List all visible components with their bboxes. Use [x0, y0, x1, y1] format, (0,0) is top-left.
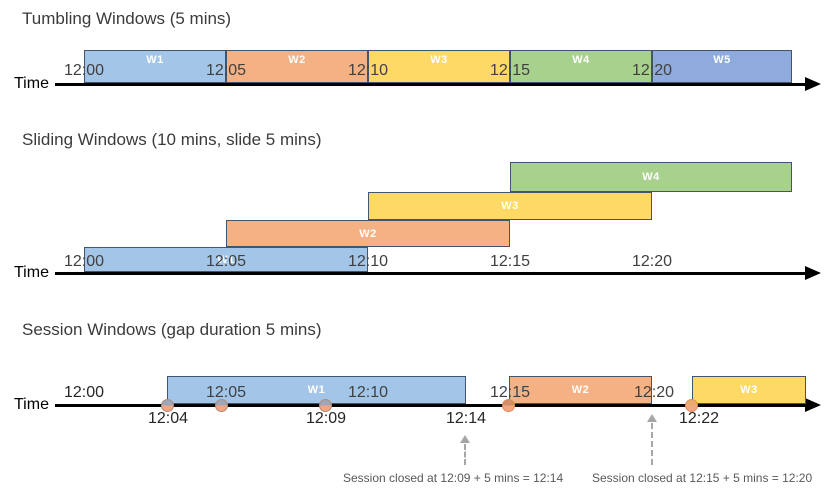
tumbling-timeline — [55, 83, 807, 86]
window-label: W1 — [307, 384, 326, 396]
tumbling-window-w1: W1 — [84, 50, 226, 83]
window-label: W3 — [501, 200, 519, 212]
session-axis-label: Time — [14, 396, 49, 413]
event-time-label: 12:22 — [678, 410, 720, 427]
session-timeline — [55, 404, 807, 407]
tick-label: 12:15 — [489, 62, 531, 79]
event-dot — [215, 399, 228, 412]
sliding-axis-label: Time — [14, 264, 49, 281]
tick-label: 12:00 — [63, 384, 105, 401]
annotation-arrow-line — [464, 444, 466, 465]
window-label: W5 — [713, 54, 731, 66]
tick-label: 12:05 — [205, 253, 247, 270]
sliding-section-title: Sliding Windows (10 mins, slide 5 mins) — [22, 130, 322, 149]
tumbling-window-w2: W2 — [226, 50, 368, 83]
window-label: W3 — [430, 54, 448, 66]
tick-label: 12:20 — [631, 62, 673, 79]
sliding-window-w1: W1 — [84, 247, 368, 272]
tumbling-axis-label: Time — [14, 75, 49, 92]
window-label: W3 — [740, 384, 758, 396]
tick-label: 12:15 — [489, 253, 531, 270]
window-label: W1 — [217, 253, 235, 266]
annotation-arrow-line — [651, 423, 653, 465]
event-dot — [319, 399, 332, 412]
sliding-timeline-arrow-icon — [805, 266, 821, 280]
tick-label: 12:15 — [489, 384, 531, 401]
tumbling-window-w5: W5 — [652, 50, 792, 83]
tick-label: 12:00 — [63, 253, 105, 270]
window-label: W4 — [642, 171, 660, 183]
tick-label: 12:00 — [63, 62, 105, 79]
sliding-timeline — [55, 272, 807, 275]
window-label: W2 — [359, 227, 377, 240]
tick-label: 12:20 — [633, 384, 675, 401]
session-window-w2: W2 — [509, 376, 652, 404]
tumbling-window-w3: W3 — [368, 50, 510, 83]
session-section-title: Session Windows (gap duration 5 mins) — [22, 320, 322, 339]
annotation-arrow-icon — [460, 435, 470, 443]
sliding-window-w3: W3 — [368, 192, 652, 220]
tick-label: 12:20 — [631, 253, 673, 270]
session-closed-annotation: Session closed at 12:15 + 5 mins = 12:20 — [592, 471, 813, 485]
tick-label: 12:10 — [347, 253, 389, 270]
window-label: W2 — [288, 54, 306, 66]
annotation-arrow-icon — [647, 414, 657, 422]
sliding-window-w2: W2 — [226, 220, 510, 247]
tick-label: 12:05 — [205, 62, 247, 79]
event-time-label: 12:04 — [147, 410, 189, 427]
tick-label: 12:10 — [347, 384, 389, 401]
session-timeline-arrow-icon — [805, 398, 821, 412]
session-closed-annotation: Session closed at 12:09 + 5 mins = 12:14 — [343, 471, 564, 485]
tick-label: 12:10 — [347, 62, 389, 79]
tick-label: 12:05 — [205, 384, 247, 401]
event-time-label: 12:14 — [445, 410, 487, 427]
session-window-w3: W3 — [692, 376, 806, 404]
event-time-label: 12:09 — [305, 410, 347, 427]
tumbling-section-title: Tumbling Windows (5 mins) — [22, 9, 232, 28]
tumbling-timeline-arrow-icon — [805, 77, 821, 91]
window-label: W1 — [146, 54, 164, 66]
event-dot — [685, 399, 698, 412]
window-label: W2 — [571, 384, 590, 396]
sliding-window-w4: W4 — [510, 162, 792, 192]
event-dot — [161, 399, 174, 412]
tumbling-window-w4: W4 — [510, 50, 652, 83]
window-label: W4 — [572, 54, 590, 66]
event-dot — [502, 399, 515, 412]
